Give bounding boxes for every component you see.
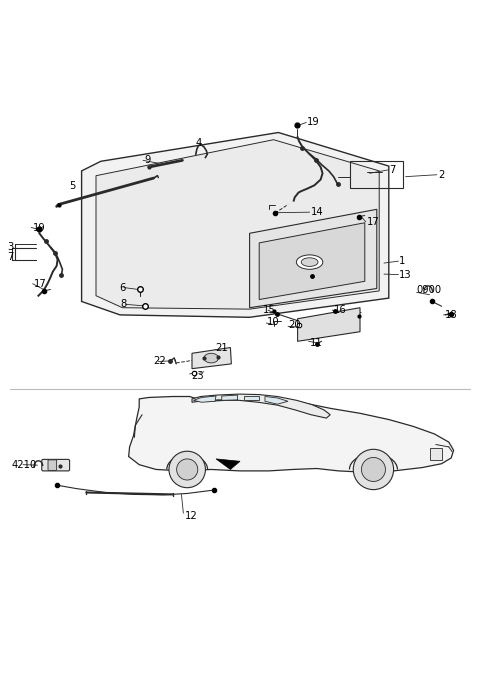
Text: 2: 2 — [438, 170, 444, 180]
Circle shape — [169, 451, 205, 488]
Circle shape — [361, 457, 385, 482]
Text: 5: 5 — [70, 181, 76, 191]
Text: 0900: 0900 — [417, 285, 442, 295]
Text: 8: 8 — [120, 299, 126, 309]
Polygon shape — [129, 397, 454, 473]
Text: 19: 19 — [33, 222, 46, 233]
Polygon shape — [298, 307, 360, 342]
Polygon shape — [192, 348, 231, 369]
Text: 13: 13 — [399, 270, 412, 279]
Text: 1: 1 — [399, 256, 406, 266]
Polygon shape — [216, 459, 240, 470]
Text: 16: 16 — [334, 305, 347, 315]
Polygon shape — [222, 395, 238, 400]
Text: 19: 19 — [307, 117, 320, 127]
Circle shape — [353, 450, 394, 489]
Circle shape — [177, 459, 198, 480]
Text: 4210: 4210 — [12, 459, 37, 470]
Polygon shape — [259, 223, 365, 300]
Ellipse shape — [301, 258, 318, 266]
FancyBboxPatch shape — [42, 459, 70, 471]
Ellipse shape — [297, 255, 323, 269]
Polygon shape — [82, 132, 389, 317]
Polygon shape — [96, 139, 379, 309]
Polygon shape — [192, 394, 330, 418]
Text: 23: 23 — [191, 371, 204, 381]
Polygon shape — [265, 397, 288, 404]
Ellipse shape — [204, 353, 218, 363]
Text: 6: 6 — [119, 282, 125, 293]
Text: 11: 11 — [310, 338, 323, 348]
Text: 18: 18 — [444, 310, 457, 320]
Text: 9: 9 — [144, 155, 150, 165]
Text: 4: 4 — [196, 138, 202, 148]
Text: 17: 17 — [367, 217, 380, 227]
Bar — [350, 161, 403, 187]
Text: 7: 7 — [389, 165, 395, 175]
Text: 22: 22 — [154, 356, 167, 367]
Bar — [430, 448, 442, 460]
Text: 21: 21 — [215, 342, 228, 353]
Text: 20: 20 — [288, 320, 300, 330]
FancyBboxPatch shape — [48, 460, 57, 470]
Text: 14: 14 — [311, 207, 324, 217]
Text: 17: 17 — [34, 279, 47, 289]
Polygon shape — [250, 209, 377, 307]
Polygon shape — [244, 395, 259, 400]
Text: 10: 10 — [266, 316, 279, 327]
Text: 12: 12 — [185, 510, 198, 521]
Text: 15: 15 — [263, 305, 276, 315]
Text: 3: 3 — [7, 242, 13, 252]
Polygon shape — [193, 396, 216, 402]
Text: 7: 7 — [7, 252, 13, 262]
